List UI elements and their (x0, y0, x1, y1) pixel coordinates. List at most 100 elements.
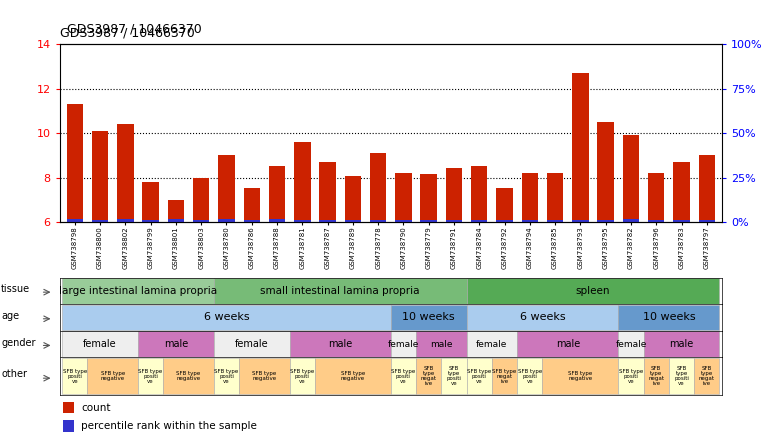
Bar (643, 331, 720, 357)
Bar (467, 305, 618, 330)
Text: SFB type
negat
ive: SFB type negat ive (493, 369, 516, 384)
Bar (117, 219, 134, 222)
Bar (219, 219, 235, 222)
Bar (167, 200, 184, 222)
Bar (294, 142, 310, 222)
Text: SFB type
positi
ve: SFB type positi ve (215, 369, 238, 384)
Bar (572, 220, 588, 222)
Bar (547, 173, 563, 222)
Bar (522, 173, 538, 222)
Text: percentile rank within the sample: percentile rank within the sample (81, 421, 257, 431)
Bar (445, 220, 462, 222)
Text: male: male (163, 339, 188, 349)
Text: GDS3987 / 10466370: GDS3987 / 10466370 (67, 23, 202, 36)
Bar (390, 305, 467, 330)
Bar (370, 220, 387, 222)
Text: spleen: spleen (576, 286, 610, 296)
Bar (269, 219, 285, 222)
Text: 10 weeks: 10 weeks (403, 313, 455, 322)
Text: SFB type
positi
ve: SFB type positi ve (63, 369, 87, 384)
Bar (219, 155, 235, 222)
Text: female: female (83, 339, 117, 349)
Text: male: male (669, 339, 694, 349)
Bar (623, 219, 639, 222)
Bar (66, 104, 83, 222)
Text: SFB type
negative: SFB type negative (568, 371, 593, 381)
Text: SFB type
negative: SFB type negative (252, 371, 277, 381)
Bar (193, 178, 209, 222)
Bar (445, 168, 462, 222)
Bar (290, 358, 315, 394)
Bar (294, 220, 310, 222)
Bar (62, 331, 138, 357)
Bar (315, 358, 391, 394)
Bar (492, 358, 517, 394)
Bar (467, 358, 492, 394)
Text: female: female (235, 339, 269, 349)
Bar (673, 220, 690, 222)
Bar (467, 331, 517, 357)
Bar (698, 220, 715, 222)
Text: SFB type
negative: SFB type negative (341, 371, 365, 381)
Bar (572, 73, 588, 222)
Bar (698, 155, 715, 222)
Text: SFB type
negative: SFB type negative (101, 371, 125, 381)
Bar (618, 358, 643, 394)
Bar (214, 331, 290, 357)
Bar (269, 166, 285, 222)
Text: age: age (2, 311, 19, 321)
Bar (517, 331, 618, 357)
Bar (66, 219, 83, 222)
Text: tissue: tissue (2, 285, 31, 294)
Bar (142, 182, 159, 222)
Text: SFB type
positi
ve: SFB type positi ve (138, 369, 163, 384)
Bar (319, 162, 336, 222)
Text: SFB type
negative: SFB type negative (176, 371, 201, 381)
Bar (345, 220, 361, 222)
Bar (618, 305, 720, 330)
Bar (290, 331, 391, 357)
Text: large intestinal lamina propria: large intestinal lamina propria (59, 286, 217, 296)
Bar (471, 220, 487, 222)
Bar (416, 331, 467, 357)
Bar (673, 162, 690, 222)
Bar (390, 358, 416, 394)
Bar (420, 174, 437, 222)
Bar (63, 401, 75, 413)
Text: SFB
type
positi
ve: SFB type positi ve (674, 366, 689, 386)
Text: count: count (81, 403, 111, 412)
Bar (467, 278, 720, 304)
Text: female: female (615, 340, 646, 349)
Bar (163, 358, 214, 394)
Text: SFB type
positi
ve: SFB type positi ve (518, 369, 542, 384)
Text: SFB
type
positi
ve: SFB type positi ve (446, 366, 461, 386)
Bar (138, 358, 163, 394)
Bar (142, 220, 159, 222)
Bar (244, 220, 260, 222)
Text: other: other (2, 369, 28, 380)
Text: GDS3987 / 10466370: GDS3987 / 10466370 (60, 26, 194, 39)
Bar (497, 188, 513, 222)
Text: SFB
type
negat
ive: SFB type negat ive (699, 366, 715, 386)
Text: male: male (328, 339, 352, 349)
Bar (62, 278, 214, 304)
Bar (239, 358, 290, 394)
Text: female: female (476, 340, 507, 349)
Text: SFB
type
negat
ive: SFB type negat ive (421, 366, 437, 386)
Text: SFB type
positi
ve: SFB type positi ve (619, 369, 643, 384)
Text: SFB
type
negat
ive: SFB type negat ive (648, 366, 664, 386)
Bar (597, 220, 614, 222)
Bar (420, 220, 437, 222)
Bar (497, 220, 513, 222)
Text: gender: gender (2, 338, 36, 348)
Bar (618, 331, 643, 357)
Text: male: male (430, 340, 452, 349)
Text: 6 weeks: 6 weeks (204, 313, 249, 322)
Text: female: female (388, 340, 419, 349)
Bar (648, 173, 665, 222)
Text: 10 weeks: 10 weeks (643, 313, 695, 322)
Bar (471, 166, 487, 222)
Bar (319, 220, 336, 222)
Bar (442, 358, 467, 394)
Bar (395, 220, 412, 222)
